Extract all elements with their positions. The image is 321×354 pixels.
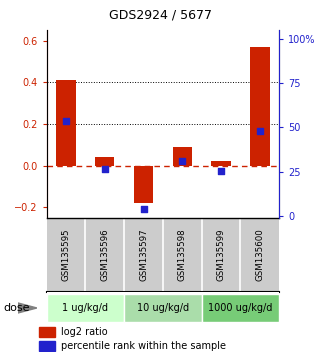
Point bbox=[141, 206, 146, 212]
Text: GSM135599: GSM135599 bbox=[217, 229, 226, 281]
Point bbox=[219, 168, 224, 174]
Text: GSM135595: GSM135595 bbox=[61, 229, 70, 281]
Text: GSM135597: GSM135597 bbox=[139, 229, 148, 281]
Text: GSM135596: GSM135596 bbox=[100, 229, 109, 281]
Point bbox=[102, 166, 107, 172]
Text: 1 ug/kg/d: 1 ug/kg/d bbox=[62, 303, 108, 313]
Bar bbox=[250, 47, 270, 166]
Bar bbox=[95, 157, 114, 166]
Bar bbox=[39, 327, 55, 337]
Point bbox=[257, 128, 263, 134]
Bar bbox=[39, 341, 55, 351]
Bar bbox=[202, 294, 279, 322]
Text: dose: dose bbox=[3, 303, 30, 313]
Text: GSM135598: GSM135598 bbox=[178, 229, 187, 281]
Text: GSM135600: GSM135600 bbox=[256, 228, 265, 281]
Text: log2 ratio: log2 ratio bbox=[61, 327, 108, 337]
Bar bbox=[47, 294, 124, 322]
Bar bbox=[212, 161, 231, 166]
Text: GDS2924 / 5677: GDS2924 / 5677 bbox=[109, 8, 212, 21]
Text: 1000 ug/kg/d: 1000 ug/kg/d bbox=[208, 303, 273, 313]
Point bbox=[63, 118, 68, 124]
Text: 10 ug/kg/d: 10 ug/kg/d bbox=[137, 303, 189, 313]
Point bbox=[180, 158, 185, 164]
Bar bbox=[173, 147, 192, 166]
Bar bbox=[124, 294, 202, 322]
Bar bbox=[56, 80, 76, 166]
Polygon shape bbox=[18, 303, 37, 313]
Text: percentile rank within the sample: percentile rank within the sample bbox=[61, 341, 226, 351]
Bar bbox=[134, 166, 153, 203]
